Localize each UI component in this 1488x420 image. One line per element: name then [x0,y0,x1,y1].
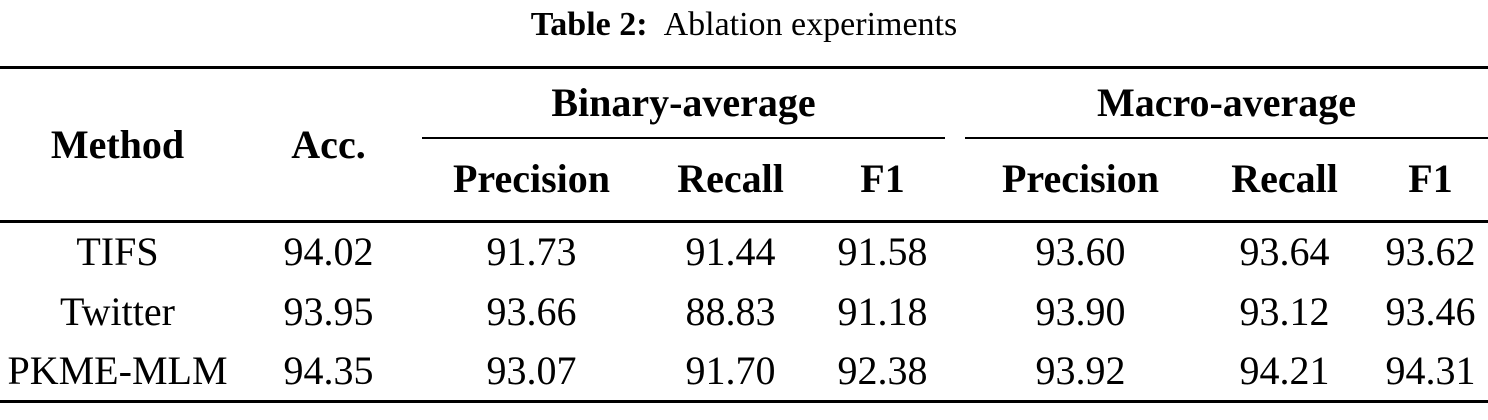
header-row-groups: Method Acc. Binary-average Macro-average [0,66,1488,223]
ablation-table: Method Acc. Binary-average Macro-average… [0,66,1488,403]
macro-recall-cell: 93.12 [1239,288,1330,334]
table-caption-text: Ablation experiments [663,6,958,43]
binary-recall-cell: 91.44 [685,229,776,275]
column-header-acc: Acc. [235,66,422,223]
header-row-metrics: Precision Recall F1 Precision Recall F1 [0,137,1488,223]
binary-precision-cell: 93.66 [486,288,577,334]
macro-f1-cell: 93.62 [1385,229,1476,275]
method-cell: TIFS [76,229,159,275]
column-header-macro-precision: Precision [965,137,1196,223]
group-gap [945,137,965,223]
binary-f1-cell: 92.38 [820,341,945,403]
acc-cell: 93.95 [283,288,374,334]
macro-precision-cell: 93.92 [965,341,1196,403]
table-caption: Table 2: Ablation experiments [0,0,1488,66]
macro-recall-cell: 93.64 [1239,229,1330,275]
table-row-tifs: TIFS 94.02 91.73 91.44 91.58 93.60 93.64… [0,222,1488,282]
binary-precision-cell: 93.07 [422,341,641,403]
method-cell: PKME-MLM [0,341,235,403]
binary-recall-cell: 88.83 [685,288,776,334]
macro-precision-cell: 93.90 [1035,288,1126,334]
method-cell: Twitter [60,288,175,334]
group-gap [945,341,965,403]
macro-precision-cell: 93.60 [1035,229,1126,275]
binary-f1-cell: 91.18 [837,288,928,334]
group-gap [945,66,965,138]
acc-cell: 94.02 [283,229,374,275]
macro-recall-cell: 94.21 [1196,341,1373,403]
column-header-binary-recall: Recall [641,137,820,223]
macro-f1-cell: 94.31 [1373,341,1488,403]
column-header-binary-precision: Precision [422,137,641,223]
column-header-method: Method [0,66,235,223]
macro-f1-cell: 93.46 [1385,288,1476,334]
table-row-twitter: Twitter 93.95 93.66 88.83 91.18 93.90 93… [0,282,1488,342]
group-gap [945,282,965,342]
binary-precision-cell: 91.73 [486,229,577,275]
group-header-binary-average: Binary-average [422,66,945,139]
table-caption-tag: Table 2: [530,6,648,43]
column-header-macro-f1: F1 [1373,137,1488,223]
binary-recall-cell: 91.70 [641,341,820,403]
column-header-macro-recall: Recall [1196,137,1373,223]
group-gap [945,222,965,282]
acc-cell: 94.35 [235,341,422,403]
table-row-pkme-mlm: PKME-MLM 94.35 93.07 91.70 92.38 93.92 9… [0,341,1488,403]
group-header-macro-average: Macro-average [965,66,1488,139]
column-header-binary-f1: F1 [820,137,945,223]
binary-f1-cell: 91.58 [837,229,928,275]
